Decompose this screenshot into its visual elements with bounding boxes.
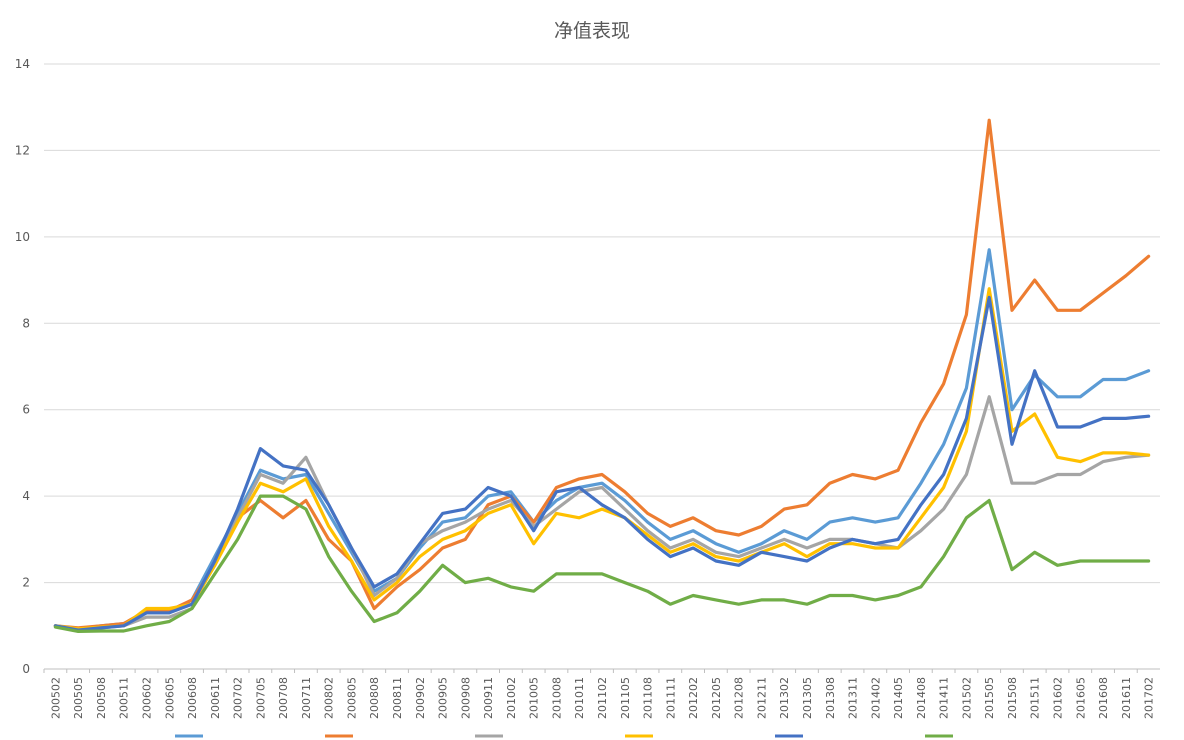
y-tick-label: 4 [22,489,30,503]
x-tick-label: 201208 [733,677,746,719]
x-tick-label: 201302 [778,677,791,719]
x-tick-label: 200502 [49,677,62,719]
x-tick-label: 200602 [140,677,153,719]
x-tick-label: 201508 [1006,677,1019,719]
x-tick-label: 201102 [596,677,609,719]
x-tick-label: 200811 [391,677,404,719]
x-tick-label: 201505 [983,677,996,719]
x-tick-label: 200805 [345,677,358,719]
y-tick-label: 10 [15,230,30,244]
x-tick-label: 201611 [1120,677,1133,719]
x-tick-label: 200511 [118,677,131,719]
series-line-6 [53,494,1151,634]
chart-title: 净值表现 [553,20,630,42]
y-tick-label: 6 [22,403,30,417]
x-tick-label: 200705 [254,677,267,719]
x-tick-label: 200802 [323,677,336,719]
x-tick-label: 201205 [710,677,723,719]
x-tick-label: 201411 [938,677,951,719]
series-line-3 [53,395,1151,631]
x-tick-label: 201008 [550,677,563,719]
x-tick-label: 201402 [869,677,882,719]
x-tick-label: 200611 [209,677,222,719]
x-tick-label: 200908 [459,677,472,719]
x-tick-label: 200702 [232,677,245,719]
y-tick-label: 12 [15,143,30,157]
x-tick-label: 201511 [1029,677,1042,719]
x-tick-label: 201602 [1052,677,1065,719]
series-line-4 [53,287,1151,631]
y-tick-label: 14 [15,57,30,71]
x-tick-label: 201108 [642,677,655,719]
x-tick-label: 201305 [801,677,814,719]
x-tick-label: 201608 [1097,677,1110,719]
x-tick-label: 201105 [619,677,632,719]
x-tick-label: 200905 [437,677,450,719]
y-tick-label: 0 [22,662,30,676]
x-tick-label: 200911 [482,677,495,719]
series-line-1 [53,248,1151,631]
y-tick-label: 8 [22,316,30,330]
x-tick-label: 201111 [664,677,677,719]
x-tick-label: 201005 [528,677,541,719]
x-tick-label: 201405 [892,677,905,719]
x-tick-label: 201011 [573,677,586,719]
x-tick-label: 201311 [847,677,860,719]
x-tick-label: 200808 [368,677,381,719]
x-tick-label: 201702 [1143,677,1156,719]
x-tick-label: 200902 [414,677,427,719]
x-tick-label: 201605 [1074,677,1087,719]
y-tick-label: 2 [22,576,30,590]
x-tick-label: 200608 [186,677,199,719]
x-tick-label: 200711 [300,677,313,719]
x-tick-label: 201408 [915,677,928,719]
x-tick-label: 201211 [755,677,768,719]
x-tick-label: 201308 [824,677,837,719]
x-tick-label: 200505 [72,677,85,719]
x-tick-label: 200708 [277,677,290,719]
series-line-5 [53,295,1151,632]
x-tick-label: 201002 [505,677,518,719]
x-tick-label: 200508 [95,677,108,719]
x-tick-label: 200605 [163,677,176,719]
x-tick-label: 201502 [960,677,973,719]
x-tick-label: 201202 [687,677,700,719]
